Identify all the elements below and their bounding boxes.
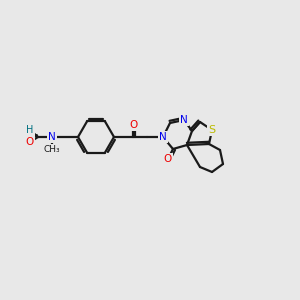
Text: N: N — [159, 132, 167, 142]
Text: H: H — [26, 125, 34, 135]
Text: S: S — [208, 125, 216, 135]
Text: N: N — [180, 115, 188, 125]
Text: N: N — [48, 132, 56, 142]
Text: O: O — [164, 154, 172, 164]
Text: O: O — [26, 137, 34, 147]
Text: CH₃: CH₃ — [44, 145, 60, 154]
Text: O: O — [129, 120, 137, 130]
